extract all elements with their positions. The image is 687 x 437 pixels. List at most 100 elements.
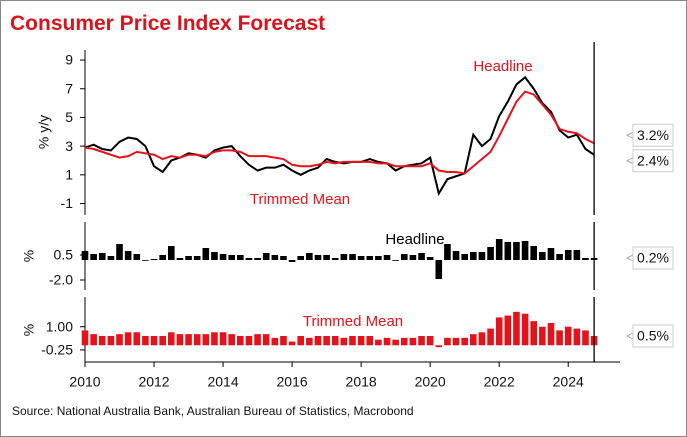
bar [400,254,408,260]
bar [340,337,348,346]
bar [185,334,192,346]
bar [167,332,175,346]
bar [81,251,89,260]
bar [357,336,365,346]
bar [159,255,166,260]
bar [297,336,305,346]
bar [487,328,494,346]
bar [564,250,572,260]
bar [409,337,417,346]
bar [211,252,218,260]
bar [124,251,132,260]
y-tick-label: -0.25 [41,342,73,358]
bar [271,337,279,346]
x-tick-label: 2016 [277,374,308,390]
bar [306,337,313,346]
x-tick-label: 2012 [138,374,169,390]
bar [219,332,227,346]
bar [530,321,538,346]
y-tick-label: 0.5 [54,247,74,263]
bar [288,260,296,262]
bar [142,336,149,346]
bar [495,239,503,260]
y-tick-label: -1 [61,195,74,211]
end-label: 2.4% [637,152,669,168]
end-label: 0.2% [637,250,669,266]
bar [133,332,141,346]
bar [142,260,149,261]
x-tick-label: 2020 [415,374,446,390]
bar [400,337,408,346]
bar [107,256,115,260]
bar [444,337,451,346]
callout-box [632,246,674,270]
y-tick-label: -2.0 [49,272,73,288]
x-tick-label: 2022 [484,374,515,390]
bar [107,336,115,346]
bar [582,258,589,260]
bar [211,332,218,346]
x-tick-label: 2024 [553,374,584,390]
y-tick-label: 3 [65,138,73,154]
bar [504,242,512,260]
bar [245,336,253,346]
bar [392,339,399,346]
y-tick-label: 1.00 [46,318,73,334]
bar [478,252,486,260]
bar [461,337,468,346]
bar [150,336,158,346]
bar [530,246,538,260]
bar [98,253,106,260]
y-axis-label: % y/y [36,115,52,149]
bar [418,253,425,260]
bar [349,254,356,260]
bar [435,345,443,348]
y-tick-label: 1 [65,167,73,183]
bar [245,258,253,260]
line-series [84,90,595,175]
x-tick-label: 2018 [346,374,377,390]
bar [340,254,348,260]
bar [366,336,374,346]
bar [297,256,305,260]
bar [323,255,330,260]
bar [228,334,235,346]
bar [504,315,512,346]
bar [150,259,158,260]
bar [556,254,563,260]
annotation: Headline [385,231,444,248]
bar [461,254,468,260]
bar [582,330,589,346]
bar [435,260,443,279]
bar [513,242,520,260]
y-axis-label: % [21,250,37,262]
bar [314,336,322,346]
bar [452,337,460,346]
bar [357,256,365,260]
bar [331,336,339,346]
bar [219,254,227,260]
bar [314,255,322,260]
bar [254,334,261,346]
bar [237,336,244,346]
bar [547,323,555,346]
bar [98,336,106,346]
bar [90,334,97,346]
bar [495,317,503,346]
y-axis-label: % [21,324,37,336]
x-tick-label: 2014 [207,374,238,390]
series-annotation: Headline [473,58,532,75]
bar [81,330,89,346]
bar [478,332,486,346]
bar [176,258,184,260]
bar [513,311,520,346]
y-tick-label: 9 [65,52,73,68]
bar [392,260,399,261]
bar [116,334,123,346]
bar [366,256,374,260]
chart-title: Consumer Price Index Forecast [10,12,325,35]
callout-box [632,149,674,173]
bar [426,257,434,260]
